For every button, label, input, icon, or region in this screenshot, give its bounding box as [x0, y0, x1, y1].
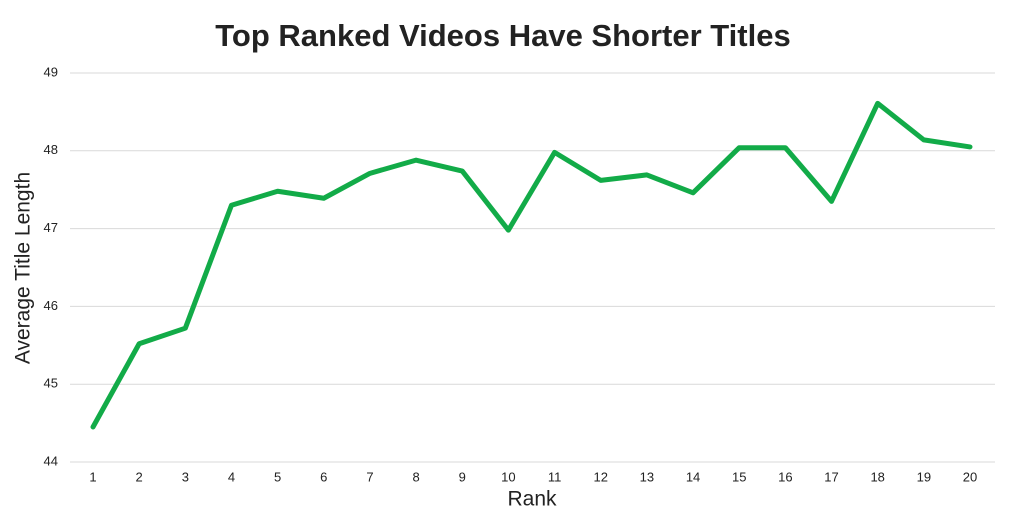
x-tick-label: 7	[366, 469, 373, 484]
x-tick-label: 10	[501, 469, 515, 484]
x-tick-label: 3	[182, 469, 189, 484]
x-tick-label: 4	[228, 469, 235, 484]
x-tick-label: 11	[548, 469, 562, 484]
x-tick-label: 14	[686, 469, 700, 484]
x-tick-label: 2	[136, 469, 143, 484]
x-tick-label: 13	[640, 469, 654, 484]
y-tick-label: 44	[44, 453, 58, 468]
x-tick-label: 8	[412, 469, 419, 484]
chart-title: Top Ranked Videos Have Shorter Titles	[215, 18, 790, 53]
y-tick-label: 46	[44, 298, 58, 313]
x-tick-label: 19	[917, 469, 931, 484]
y-tick-label: 47	[44, 220, 58, 235]
x-tick-label: 17	[824, 469, 838, 484]
y-axis-label: Average Title Length	[12, 172, 35, 364]
y-tick-label: 48	[44, 142, 58, 157]
x-tick-label: 5	[274, 469, 281, 484]
data-line	[90, 100, 973, 430]
x-axis-label: Rank	[507, 488, 557, 511]
x-tick-label: 16	[778, 469, 792, 484]
x-tick-label: 9	[459, 469, 466, 484]
x-tick-label: 20	[963, 469, 977, 484]
x-tick-label: 12	[594, 469, 608, 484]
x-tick-label: 1	[89, 469, 96, 484]
x-tick-label: 6	[320, 469, 327, 484]
x-tick-label: 18	[870, 469, 884, 484]
x-tick-label: 15	[732, 469, 746, 484]
y-tick-label: 45	[44, 376, 58, 391]
y-tick-label: 49	[44, 64, 58, 79]
